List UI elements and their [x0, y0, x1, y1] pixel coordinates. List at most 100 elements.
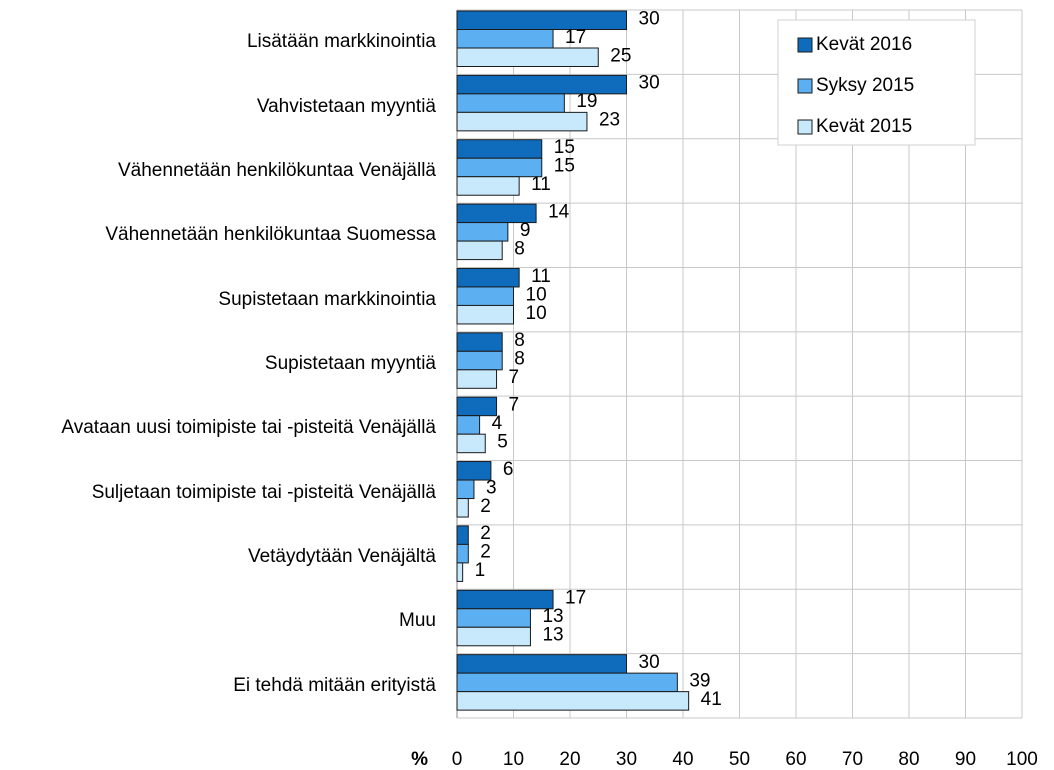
x-tick-label: 20	[559, 749, 580, 770]
bar	[456, 543, 469, 564]
category-label-text: Ei tehdä mitään erityistä	[233, 674, 436, 696]
value-label: 15	[554, 137, 575, 158]
bar	[456, 304, 514, 325]
bar	[456, 240, 503, 261]
legend-swatch	[797, 37, 813, 53]
value-label: 8	[514, 330, 525, 351]
bar	[456, 10, 627, 30]
bar	[456, 93, 565, 113]
bar	[456, 111, 588, 132]
value-label: 2	[480, 523, 491, 544]
legend-swatch	[797, 78, 813, 94]
value-label: 41	[701, 689, 722, 710]
bar	[456, 498, 469, 518]
x-tick-label: 70	[842, 749, 863, 770]
x-axis-label: %	[411, 749, 428, 770]
category-label: Vetäydytään Venäjältä	[0, 525, 436, 589]
value-label: 2	[480, 496, 491, 517]
value-label: 7	[509, 367, 520, 388]
legend-label: Kevät 2015	[816, 116, 912, 137]
value-label: 30	[639, 73, 660, 94]
category-label: Avataan uusi toimipiste tai -pisteitä Ve…	[0, 396, 436, 460]
bar	[456, 562, 464, 582]
bar	[456, 608, 531, 628]
value-label: 30	[639, 652, 660, 673]
bar	[456, 29, 554, 49]
value-label: 10	[526, 303, 547, 324]
bar	[456, 47, 599, 67]
category-label-text: Muu	[399, 610, 436, 632]
category-label-text: Suljetaan toimipiste tai -pisteitä Venäj…	[91, 481, 436, 503]
x-tick-label: 0	[452, 749, 463, 770]
value-label: 25	[610, 45, 631, 66]
x-tick-label: 10	[503, 749, 524, 770]
bar	[456, 267, 520, 288]
bar	[456, 350, 503, 371]
bar	[456, 654, 627, 674]
value-label: 14	[548, 201, 570, 222]
value-label: 2	[480, 542, 491, 563]
x-tick-label: 50	[729, 749, 750, 770]
category-label-text: Lisätään markkinointia	[246, 31, 436, 53]
value-label: 23	[599, 110, 620, 131]
bar	[456, 222, 509, 242]
value-label: 6	[503, 459, 514, 480]
bar	[456, 286, 514, 306]
bar	[456, 691, 690, 711]
category-label: Supistetaan myyntiä	[0, 332, 436, 396]
bar	[456, 415, 481, 435]
value-label: 8	[514, 349, 525, 370]
legend-swatch	[797, 119, 813, 135]
legend-label: Syksy 2015	[816, 75, 914, 96]
bar	[456, 479, 475, 500]
value-label: 11	[531, 266, 551, 287]
bar	[456, 369, 498, 389]
value-label: 13	[542, 606, 563, 627]
category-label: Vähennetään henkilökuntaa Suomessa	[0, 203, 436, 267]
x-tick-label: 60	[785, 749, 806, 770]
bar	[456, 589, 554, 610]
value-label: 8	[514, 238, 525, 259]
category-label-text: Vähennetään henkilökuntaa Suomessa	[105, 224, 436, 246]
legend-label: Kevät 2016	[816, 34, 912, 55]
value-label: 4	[492, 413, 503, 434]
category-label: Vahvistetaan myyntiä	[0, 74, 436, 138]
value-label: 17	[565, 27, 586, 48]
x-tick-label: 30	[616, 749, 637, 770]
category-label: Vähennetään henkilökuntaa Venäjällä	[0, 139, 436, 203]
x-tick-label: 80	[898, 749, 919, 770]
value-label: 30	[639, 8, 660, 29]
value-label: 39	[689, 670, 710, 691]
value-label: 11	[531, 174, 551, 195]
category-label: Supistetaan markkinointia	[0, 267, 436, 331]
category-label-text: Vähennetään henkilökuntaa Venäjällä	[118, 159, 436, 181]
value-label: 15	[554, 156, 575, 177]
category-label-text: Avataan uusi toimipiste tai -pisteitä Ve…	[61, 417, 436, 439]
x-tick-label: 40	[672, 749, 693, 770]
category-label-text: Supistetaan myyntiä	[264, 352, 436, 374]
bar	[456, 626, 531, 647]
category-label-text: Vetäydytään Venäjältä	[247, 546, 436, 568]
value-label: 9	[520, 220, 531, 241]
category-label-text: Vahvistetaan myyntiä	[256, 95, 436, 117]
category-label: Lisätään markkinointia	[0, 10, 436, 74]
value-label: 1	[475, 560, 486, 581]
bar	[456, 332, 503, 352]
value-label: 7	[509, 395, 520, 416]
value-label: 17	[565, 588, 586, 609]
value-label: 13	[542, 625, 563, 646]
bar	[456, 176, 520, 196]
bar	[456, 672, 678, 693]
category-label-text: Supistetaan markkinointia	[218, 288, 436, 310]
bar	[456, 525, 469, 545]
value-label: 19	[576, 91, 597, 112]
bar	[456, 74, 627, 95]
value-label: 5	[497, 432, 508, 453]
bar	[456, 157, 543, 178]
x-tick-label: 100	[1006, 749, 1038, 770]
bar	[456, 139, 543, 159]
category-label: Suljetaan toimipiste tai -pisteitä Venäj…	[0, 461, 436, 525]
bar	[456, 433, 486, 454]
